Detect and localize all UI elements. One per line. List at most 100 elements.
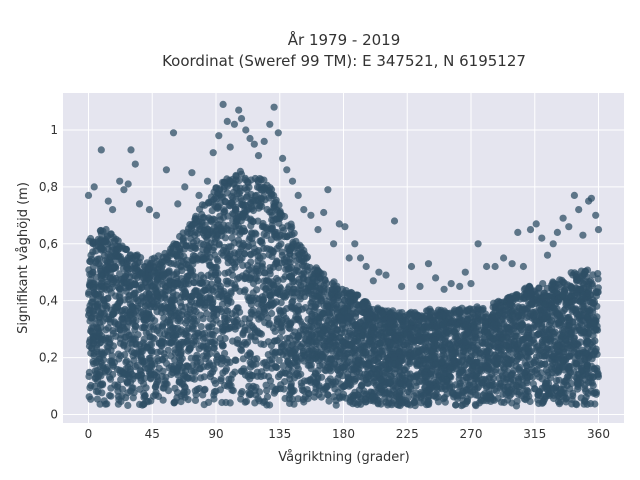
data-point: [373, 371, 381, 379]
data-point: [442, 376, 450, 384]
data-point: [87, 234, 95, 243]
data-point: [431, 352, 439, 360]
data-point: [298, 344, 306, 352]
data-point: [89, 307, 97, 315]
data-point: [150, 254, 158, 262]
data-point: [534, 330, 543, 338]
data-point: [584, 378, 593, 387]
data-point: [550, 385, 558, 393]
data-point: [547, 325, 556, 333]
data-point: [149, 392, 158, 400]
data-point: [136, 385, 144, 393]
data-point: [308, 350, 316, 358]
data-point: [247, 308, 255, 316]
data-point: [413, 357, 422, 365]
data-point: [452, 381, 460, 389]
data-point: [85, 372, 93, 380]
data-point: [244, 338, 252, 346]
data-point: [121, 273, 129, 281]
data-point: [89, 336, 97, 345]
data-point: [115, 293, 123, 301]
data-point: [395, 349, 403, 357]
data-point: [271, 230, 279, 238]
data-point: [275, 315, 283, 323]
data-point: [217, 193, 225, 201]
data-point: [523, 386, 531, 394]
data-point: [304, 377, 312, 385]
data-point: [460, 338, 468, 346]
data-point: [289, 332, 297, 340]
data-point: [271, 387, 279, 395]
data-point: [171, 384, 179, 392]
data-point: [337, 314, 345, 322]
data-point: [258, 186, 266, 194]
data-point: [297, 379, 305, 387]
data-point: [467, 347, 475, 355]
data-point: [477, 397, 485, 405]
data-point: [377, 339, 385, 347]
data-point: [265, 251, 273, 259]
data-point: [260, 244, 268, 253]
data-point: [542, 392, 551, 400]
data-point: [391, 384, 400, 392]
data-point: [252, 274, 260, 282]
data-point: [369, 393, 377, 401]
data-point: [177, 257, 186, 265]
data-point: [206, 261, 214, 269]
data-point: [257, 194, 265, 202]
data-point: [191, 396, 200, 404]
data-point: [589, 331, 597, 339]
data-point: [377, 333, 386, 341]
data-point: [120, 342, 128, 350]
data-point: [232, 356, 240, 364]
data-point: [222, 306, 230, 315]
data-point: [192, 212, 200, 220]
data-point: [138, 269, 146, 277]
data-point: [121, 351, 129, 359]
data-point: [104, 265, 112, 273]
data-point: [399, 382, 407, 390]
data-point: [247, 250, 255, 258]
data-point: [594, 275, 602, 283]
data-point: [442, 326, 450, 334]
data-point: [167, 338, 175, 346]
data-point: [355, 333, 363, 341]
data-point: [182, 242, 190, 250]
data-point: [496, 330, 504, 338]
data-point: [592, 325, 600, 333]
data-point: [101, 301, 109, 309]
data-point: [289, 288, 297, 296]
data-point: [445, 341, 453, 349]
data-point: [383, 389, 391, 397]
data-point: [164, 332, 172, 340]
data-point: [146, 357, 155, 365]
data-point: [487, 397, 495, 405]
data-point: [576, 326, 584, 334]
data-point: [479, 391, 487, 399]
data-point: [195, 345, 203, 353]
data-point: [267, 186, 276, 194]
data-point: [439, 320, 447, 328]
data-point: [206, 330, 214, 338]
data-point: [374, 397, 382, 405]
data-point: [153, 348, 161, 356]
data-point: [137, 377, 145, 385]
data-point: [101, 256, 109, 264]
data-point: [236, 225, 244, 233]
data-point: [142, 384, 150, 392]
data-point: [137, 371, 145, 379]
data-point: [554, 398, 563, 406]
data-point: [101, 238, 109, 246]
data-point: [464, 369, 472, 377]
data-point: [177, 357, 185, 365]
data-point: [241, 315, 249, 323]
data-point: [190, 279, 198, 287]
data-point: [333, 306, 341, 314]
data-point: [533, 346, 541, 354]
data-point: [187, 354, 195, 362]
data-point: [244, 372, 252, 381]
data-point: [534, 391, 542, 399]
data-point: [197, 374, 205, 382]
data-point: [221, 207, 229, 215]
data-point: [318, 373, 326, 381]
